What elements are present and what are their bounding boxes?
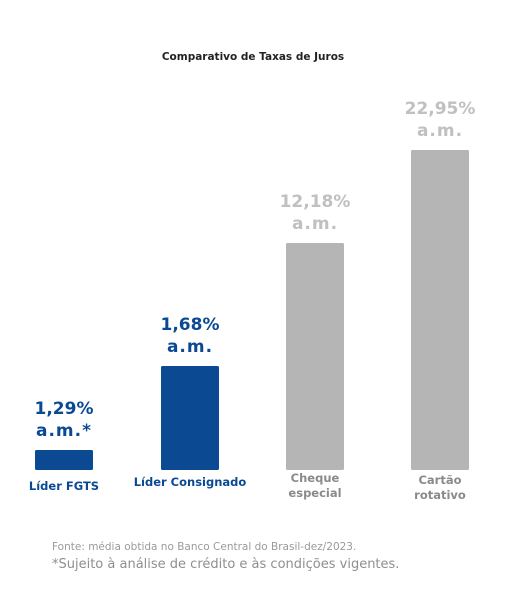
category-label-3-line-2: especial — [288, 486, 341, 500]
disclaimer-note: *Sujeito à análise de crédito e às condi… — [52, 557, 400, 572]
source-note: Fonte: média obtida no Banco Central do … — [52, 541, 357, 553]
bar-1 — [35, 450, 93, 470]
category-label-3-line-1: Cheque — [291, 471, 340, 485]
bar-2 — [161, 366, 219, 470]
value-label-3-line-1: 12,18% — [280, 192, 351, 212]
category-label-4-line-1: Cartão — [418, 473, 461, 487]
chart-title: Comparativo de Taxas de Juros — [162, 51, 344, 63]
value-label-1-line-1: 1,29% — [35, 399, 94, 419]
value-label-1-line-2: a.m.* — [36, 421, 92, 441]
value-label-2-line-1: 1,68% — [161, 315, 220, 335]
bar-4 — [411, 150, 469, 470]
value-label-2-line-2: a.m. — [167, 337, 213, 357]
value-label-3-line-2: a.m. — [292, 214, 338, 234]
value-label-4-line-1: 22,95% — [405, 99, 476, 119]
category-label-2-line-1: Líder Consignado — [134, 475, 247, 489]
category-label-4-line-2: rotativo — [414, 488, 466, 502]
value-label-4-line-2: a.m. — [417, 121, 463, 141]
bar-3 — [286, 243, 344, 470]
category-label-1-line-1: Líder FGTS — [29, 479, 99, 493]
